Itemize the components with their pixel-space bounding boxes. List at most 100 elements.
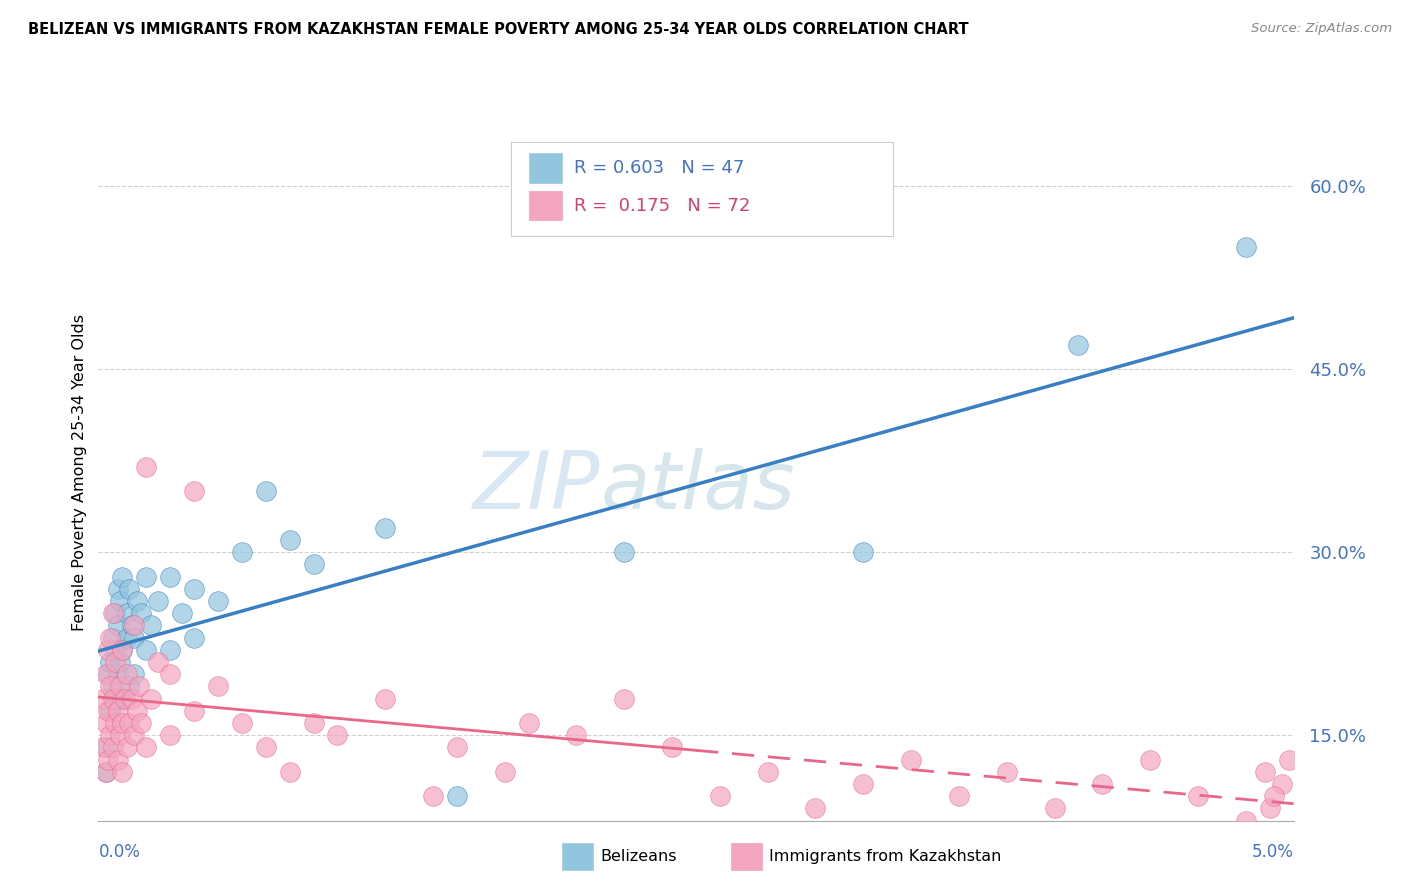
Text: Immigrants from Kazakhstan: Immigrants from Kazakhstan (769, 849, 1001, 863)
Point (107, 667, 129, 681)
Point (135, 740, 157, 755)
Point (107, 582, 129, 596)
Point (183, 582, 205, 596)
Point (101, 740, 124, 755)
Point (115, 631, 138, 645)
Point (1263, 789, 1285, 804)
Point (91, 691, 114, 706)
Point (111, 642, 134, 657)
Point (613, 545, 636, 559)
Point (94, 764, 117, 779)
Point (900, 753, 922, 767)
Point (104, 606, 127, 620)
Point (517, 716, 540, 731)
Point (159, 667, 181, 681)
Point (852, 545, 875, 559)
Point (97, 753, 120, 767)
Point (135, 569, 157, 583)
Point (172, 606, 194, 620)
Point (494, 764, 516, 779)
Point (254, 484, 277, 499)
Point (104, 642, 127, 657)
Point (852, 777, 875, 791)
Point (107, 753, 129, 767)
Point (302, 558, 325, 572)
Point (97, 642, 120, 657)
Point (1278, 753, 1301, 767)
Point (278, 764, 301, 779)
Text: Source: ZipAtlas.com: Source: ZipAtlas.com (1251, 22, 1392, 36)
Point (104, 691, 127, 706)
Point (1067, 337, 1090, 351)
Point (115, 740, 138, 755)
Point (124, 667, 146, 681)
Point (124, 631, 146, 645)
Point (115, 606, 138, 620)
Point (1091, 777, 1114, 791)
Point (139, 618, 162, 632)
Point (135, 642, 157, 657)
Point (111, 642, 134, 657)
Point (565, 728, 588, 742)
Point (91, 740, 114, 755)
Point (104, 716, 127, 731)
Point (97, 667, 120, 681)
Point (278, 533, 301, 547)
Point (446, 740, 468, 755)
Point (94, 740, 117, 755)
Point (107, 618, 129, 632)
Point (124, 618, 146, 632)
Point (128, 679, 150, 693)
Point (756, 764, 779, 779)
Point (111, 569, 134, 583)
Point (207, 679, 229, 693)
Point (101, 691, 124, 706)
Point (446, 789, 468, 804)
Point (709, 789, 731, 804)
Point (101, 631, 124, 645)
Point (107, 704, 129, 718)
Text: Belizeans: Belizeans (600, 849, 676, 863)
Point (1234, 814, 1257, 828)
Point (1254, 764, 1277, 779)
Point (111, 764, 134, 779)
Point (124, 728, 146, 742)
Point (302, 716, 325, 731)
Point (108, 679, 131, 693)
Point (101, 679, 124, 693)
Point (98, 679, 122, 693)
Point (94, 667, 117, 681)
Point (159, 728, 181, 742)
Point (114, 691, 136, 706)
Point (1271, 777, 1294, 791)
Point (118, 716, 141, 731)
Point (374, 521, 396, 535)
Point (118, 582, 141, 596)
Point (108, 594, 131, 608)
Text: 0.0%: 0.0% (98, 843, 141, 861)
Point (104, 655, 127, 669)
Point (131, 716, 153, 731)
Point (661, 740, 683, 755)
Point (125, 704, 148, 718)
Point (108, 655, 131, 669)
Point (101, 606, 124, 620)
FancyBboxPatch shape (529, 153, 562, 183)
Point (207, 594, 229, 608)
FancyBboxPatch shape (529, 191, 562, 220)
Point (1187, 789, 1209, 804)
Point (135, 459, 157, 474)
Point (374, 691, 396, 706)
Point (121, 691, 143, 706)
Point (94, 764, 117, 779)
Point (94, 716, 117, 731)
Point (159, 642, 181, 657)
Point (804, 801, 827, 815)
Point (111, 716, 134, 731)
Point (159, 569, 181, 583)
Point (118, 679, 141, 693)
Point (995, 764, 1018, 779)
Point (254, 740, 277, 755)
Point (183, 704, 205, 718)
Point (183, 631, 205, 645)
